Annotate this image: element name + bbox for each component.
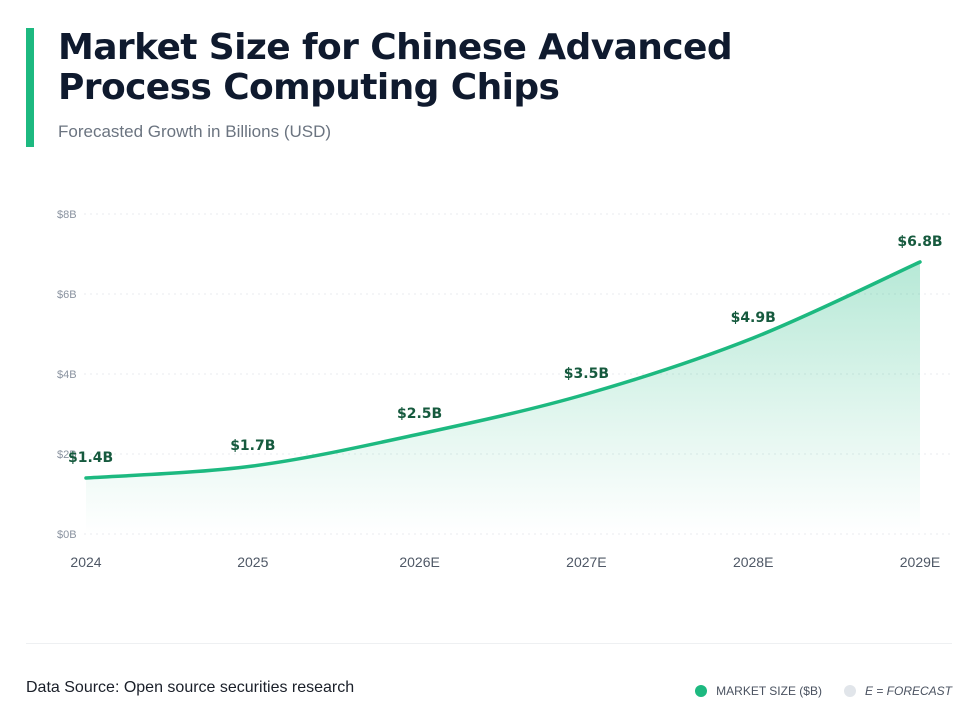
data-label-2027E: $3.5B bbox=[564, 366, 609, 382]
y-tick-label: $4B bbox=[57, 369, 77, 381]
y-tick-label: $6B bbox=[57, 289, 77, 301]
x-tick-label-2028E: 2028E bbox=[733, 554, 773, 570]
x-tick-label-2027E: 2027E bbox=[566, 554, 606, 570]
legend-market-size-dot-icon bbox=[695, 685, 708, 697]
chart-title-line-2: Process Computing Chips bbox=[58, 67, 560, 108]
title-accent-bar bbox=[26, 28, 34, 147]
market-size-line bbox=[84, 260, 922, 480]
x-tick-label-2029E: 2029E bbox=[900, 554, 940, 570]
market-size-area bbox=[86, 262, 920, 534]
chart-title: Market Size for Chinese Advanced Process… bbox=[58, 27, 733, 108]
data-source: Data Source: Open source securities rese… bbox=[26, 679, 355, 696]
x-tick-label-2026E: 2026E bbox=[399, 554, 439, 570]
y-tick-label: $0B bbox=[57, 529, 77, 541]
chart-legend: MARKET SIZE ($B) E = FORECAST bbox=[695, 684, 952, 698]
data-label-2026E: $2.5B bbox=[397, 406, 442, 422]
chart-subtitle: Forecasted Growth in Billions (USD) bbox=[58, 122, 332, 141]
y-tick-label: $2B bbox=[57, 449, 77, 461]
legend-forecast-dot-icon bbox=[843, 685, 856, 697]
x-tick-label-2024: 2024 bbox=[70, 554, 101, 570]
data-label-2028E: $4.9B bbox=[731, 310, 776, 326]
market-size-chart: $0B $2B $4B $6B $8B $1.4B 2024 $1.7B 2025 $2.5B 20… bbox=[57, 209, 950, 570]
legend-market-size-label: MARKET SIZE ($B) bbox=[716, 684, 822, 698]
legend-item-market-size: MARKET SIZE ($B) bbox=[695, 684, 822, 698]
y-tick-label: $8B bbox=[57, 209, 77, 221]
data-label-2024: $1.4B bbox=[68, 450, 113, 466]
data-label-2029E: $6.8B bbox=[897, 234, 942, 250]
data-label-2025: $1.7B bbox=[230, 438, 275, 454]
x-tick-label-2025: 2025 bbox=[237, 554, 268, 570]
legend-item-forecast: E = FORECAST bbox=[843, 684, 952, 698]
legend-forecast-label: E = FORECAST bbox=[864, 684, 952, 698]
chart-title-line-1: Market Size for Chinese Advanced bbox=[58, 27, 733, 68]
footer-divider bbox=[26, 643, 952, 644]
